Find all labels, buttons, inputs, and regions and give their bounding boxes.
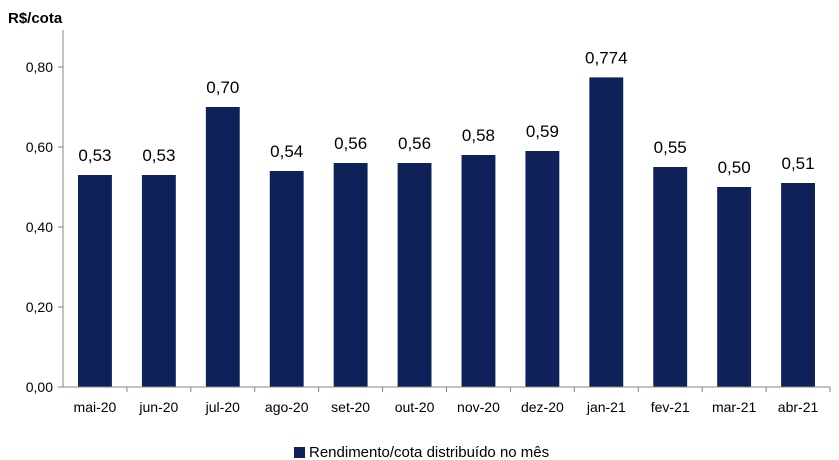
y-tick-label: 0,60 <box>26 139 53 155</box>
y-axis-title: R$/cota <box>8 10 63 27</box>
bar <box>461 155 496 387</box>
x-tick-label: nov-20 <box>457 399 500 415</box>
x-tick-label: ago-20 <box>265 399 309 415</box>
x-tick-label: mar-21 <box>712 399 757 415</box>
bar <box>781 183 815 387</box>
bar <box>525 151 560 387</box>
x-tick-label: set-20 <box>331 399 370 415</box>
y-tick-label: 0,20 <box>26 299 53 315</box>
bar-value-label: 0,59 <box>526 122 559 141</box>
bar-value-label: 0,58 <box>462 126 495 145</box>
bar <box>141 175 176 387</box>
legend: Rendimento/cota distribuído no mês <box>294 444 549 460</box>
x-axis: mai-20 jun-20 jul-20 ago-20 set-20 out-20 nov-… <box>63 386 831 415</box>
legend-label: Rendimento/cota distribuído no mês <box>309 444 549 460</box>
legend-swatch <box>294 447 305 458</box>
bar <box>397 163 432 387</box>
bar-value-label: 0,70 <box>206 78 239 97</box>
bar-value-label: 0,774 <box>585 48 628 67</box>
data-labels: 0,53 0,53 0,70 0,54 0,56 0,56 0,58 0,59 0,774 0,5… <box>78 48 814 177</box>
bar <box>78 175 112 387</box>
bar-value-label: 0,54 <box>270 142 303 161</box>
bar-value-label: 0,56 <box>398 134 431 153</box>
bar-value-label: 0,55 <box>654 138 687 157</box>
x-tick-label: jun-20 <box>138 399 178 415</box>
bar <box>205 107 240 387</box>
bar-value-label: 0,51 <box>781 154 814 173</box>
y-tick-label: 0,00 <box>26 379 53 395</box>
bar <box>717 187 752 387</box>
x-tick-label: jul-20 <box>205 399 240 415</box>
bar-value-label: 0,50 <box>718 158 751 177</box>
bar <box>333 163 368 387</box>
bar <box>653 167 688 387</box>
bars <box>78 77 815 388</box>
x-tick-label: out-20 <box>395 399 435 415</box>
bar <box>589 77 624 388</box>
x-tick-label: mai-20 <box>74 399 117 415</box>
bar-value-label: 0,56 <box>334 134 367 153</box>
bar-value-label: 0,53 <box>142 146 175 165</box>
x-tick-label: fev-21 <box>651 399 690 415</box>
y-tick-label: 0,80 <box>26 59 53 75</box>
x-tick-label: abr-21 <box>778 399 819 415</box>
bar <box>269 171 304 387</box>
bar-value-label: 0,53 <box>78 146 111 165</box>
y-tick-label: 0,40 <box>26 219 53 235</box>
x-tick-label: jan-21 <box>586 399 626 415</box>
y-axis: 0,00 0,20 0,40 0,60 0,80 <box>26 30 64 395</box>
x-tick-label: dez-20 <box>521 399 564 415</box>
